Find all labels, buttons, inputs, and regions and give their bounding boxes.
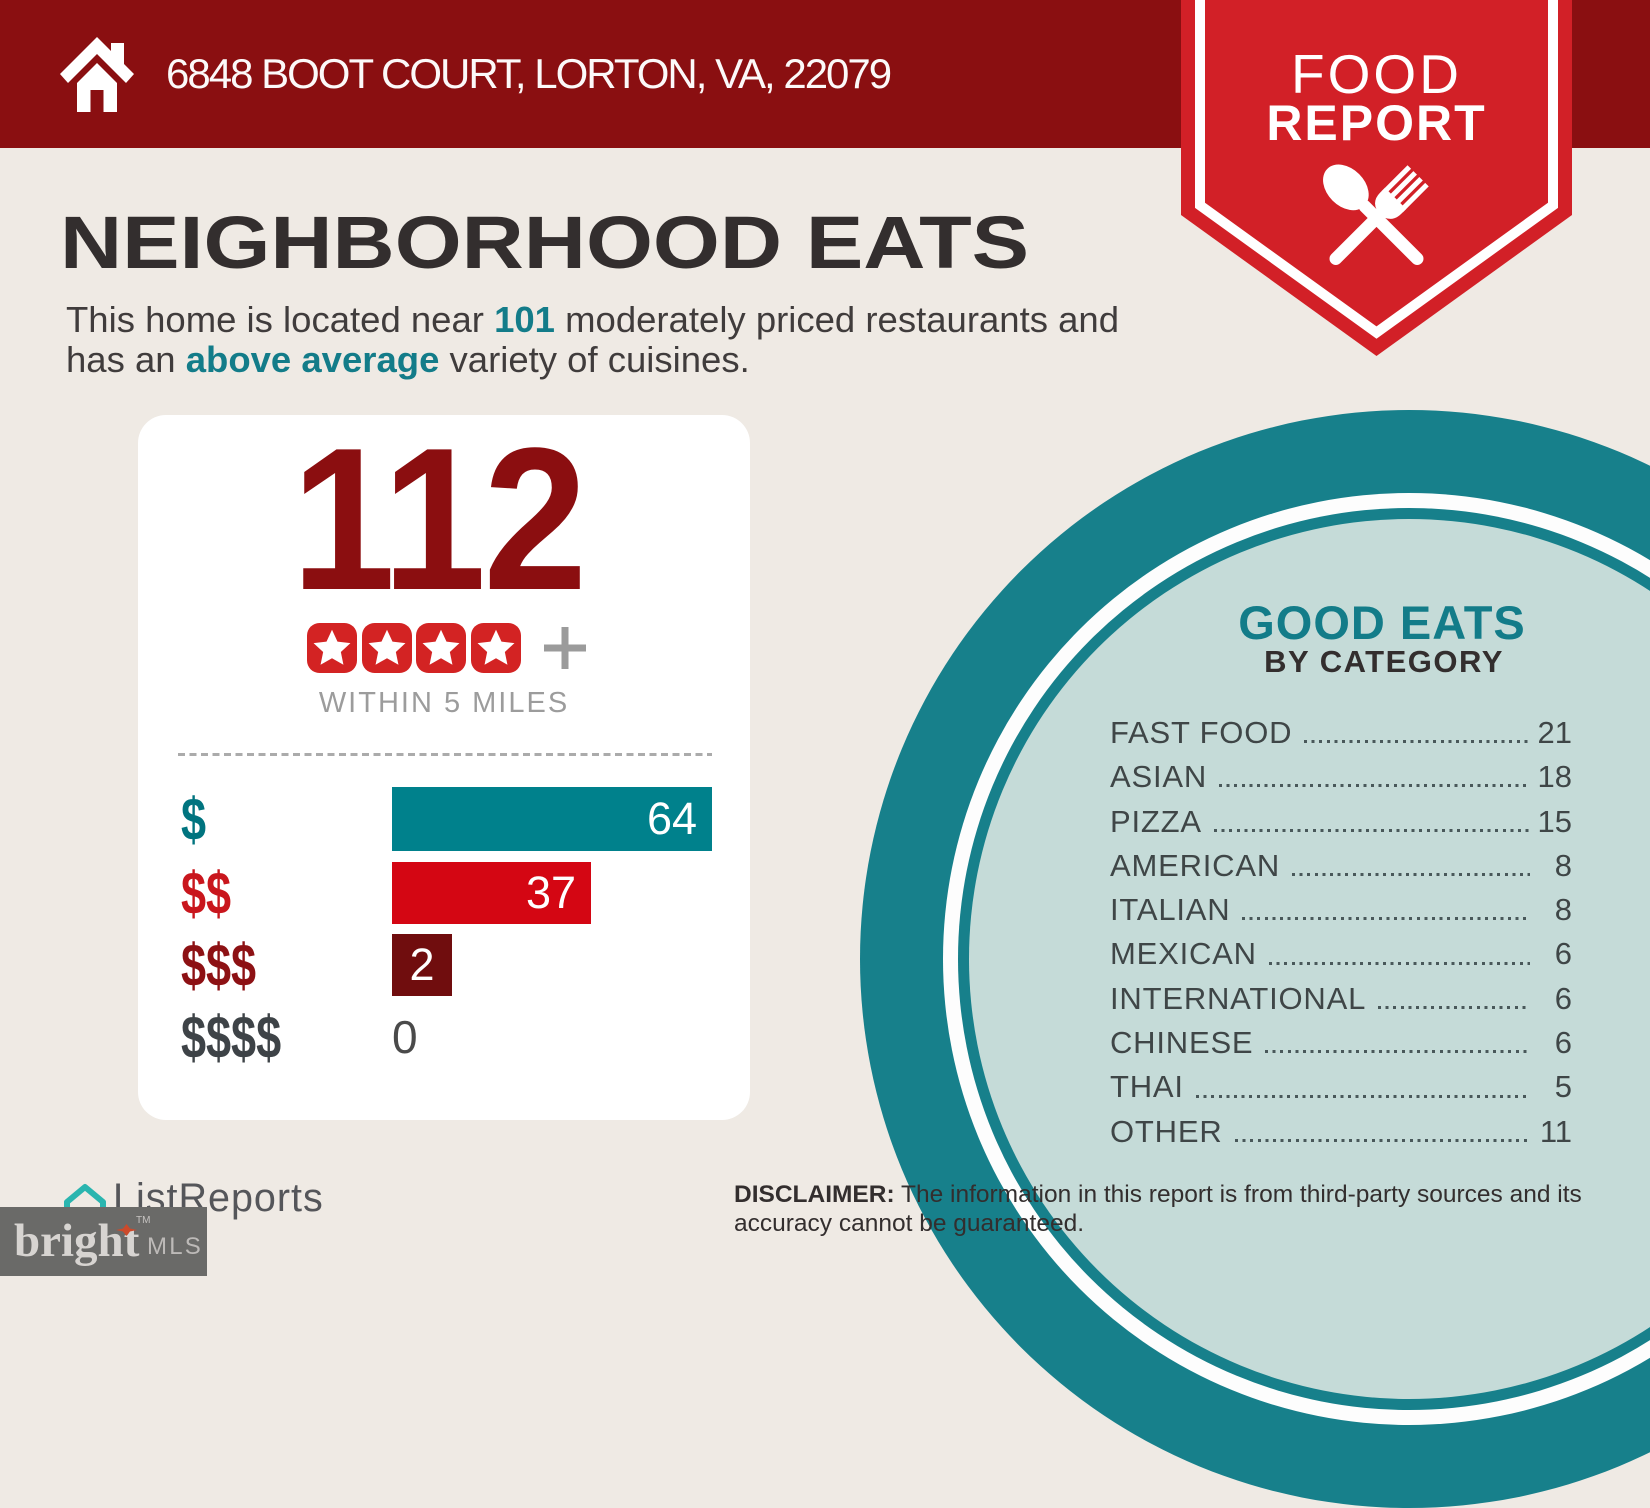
svg-text:REPORT: REPORT (1266, 95, 1486, 151)
svg-text:FOOD: FOOD (1291, 43, 1462, 105)
